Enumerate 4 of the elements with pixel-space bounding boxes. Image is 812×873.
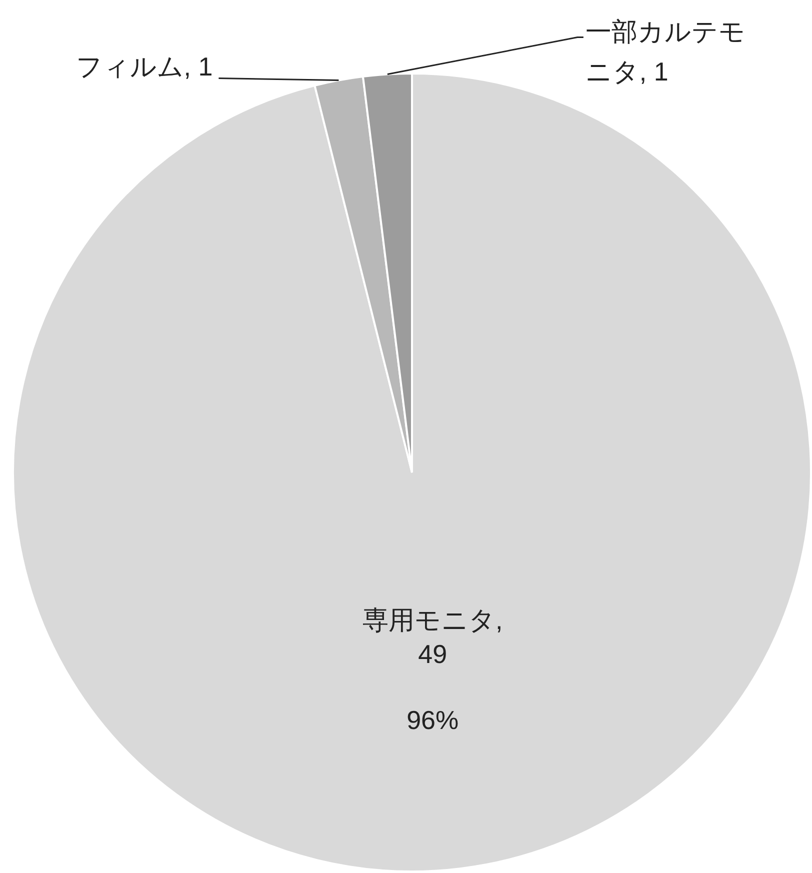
slice-label: 専用モニタ, 49: [362, 604, 503, 669]
text: 96%: [406, 704, 459, 735]
slice-label: フィルム, 1: [76, 51, 213, 82]
slice-label: 一部カルテモニタ, 1: [585, 16, 746, 86]
